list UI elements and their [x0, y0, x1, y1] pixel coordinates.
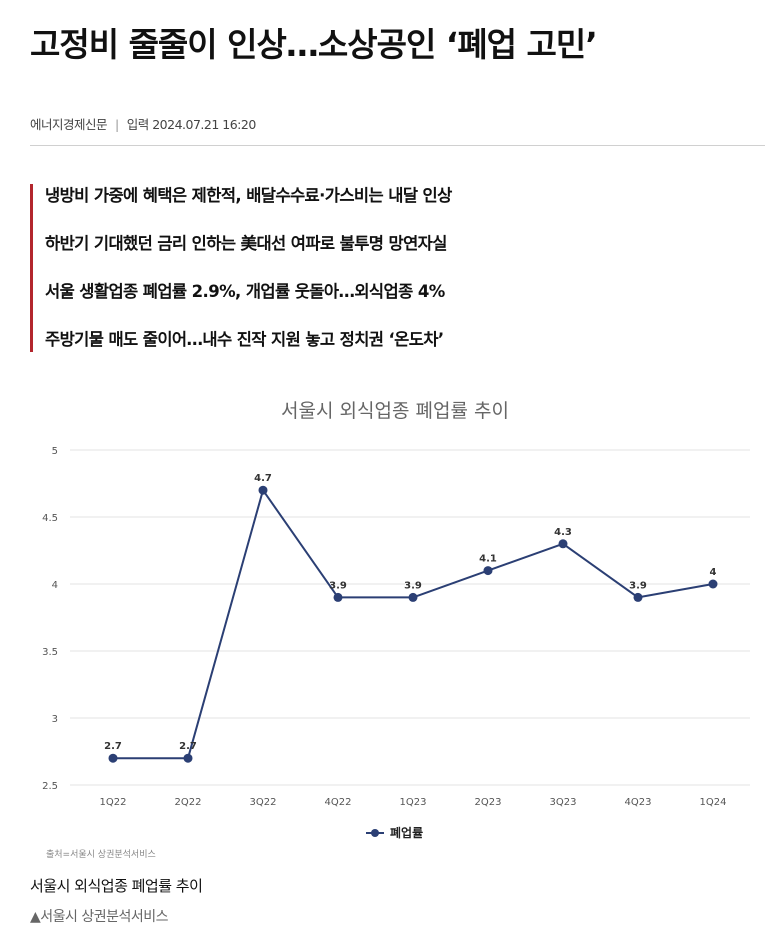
x-tick-label: 4Q22 [325, 797, 352, 808]
data-label: 3.9 [404, 580, 422, 591]
article-meta: 에너지경제신문 | 입력 2024.07.21 16:20 [30, 114, 256, 133]
data-label: 4.3 [554, 527, 572, 538]
data-label: 2.7 [179, 741, 197, 752]
data-label: 3.9 [629, 580, 647, 591]
data-label: 4 [710, 567, 717, 578]
chart-legend: 폐업률 [366, 825, 423, 840]
summary-line: 서울 생활업종 폐업률 2.9%, 개업률 웃돌아…외식업종 4% [45, 282, 445, 301]
y-tick-label: 5 [52, 446, 58, 457]
line-chart: 서울시 외식업종 폐업률 추이 2.5 3 3.5 4 4.5 5 1Q22 2Q22 3Q2… [42, 400, 750, 860]
data-point [408, 592, 418, 602]
summary-line: 냉방비 가중에 혜택은 제한적, 배달수수료·가스비는 내달 인상 [45, 186, 452, 205]
x-tick-label: 1Q23 [400, 797, 427, 808]
chart-source-note: 출처=서울시 상권분석서비스 [46, 848, 156, 860]
chart-title: 서울시 외식업종 폐업률 추이 [281, 400, 509, 422]
figure-caption: 서울시 외식업종 폐업률 추이 [30, 877, 203, 895]
y-tick-label: 4.5 [42, 513, 58, 524]
article-date: 입력 2024.07.21 16:20 [126, 117, 257, 132]
y-tick-label: 2.5 [42, 781, 58, 792]
data-point [108, 753, 118, 763]
data-point [558, 539, 568, 549]
x-tick-label: 2Q22 [175, 797, 202, 808]
data-point [483, 566, 493, 576]
data-point [708, 579, 718, 589]
x-tick-label: 4Q23 [625, 797, 652, 808]
data-point [183, 753, 193, 763]
y-tick-label: 3 [52, 714, 58, 725]
chart-figure: 서울시 외식업종 폐업률 추이 2.5 3 3.5 4 4.5 5 1Q22 2Q22 3Q2… [30, 390, 765, 860]
data-point [333, 592, 343, 602]
article-source[interactable]: 에너지경제신문 [30, 117, 108, 132]
y-tick-label: 3.5 [42, 647, 58, 658]
x-tick-label: 1Q24 [700, 797, 727, 808]
figure-credit: ▲서울시 상권분석서비스 [30, 909, 169, 925]
data-point [258, 485, 268, 495]
x-tick-label: 2Q23 [475, 797, 502, 808]
x-tick-label: 3Q23 [550, 797, 577, 808]
x-tick-label: 3Q22 [250, 797, 277, 808]
data-label: 2.7 [104, 741, 122, 752]
data-label: 4.1 [479, 554, 497, 565]
data-point [633, 592, 643, 602]
summary-line: 주방기물 매도 줄이어…내수 진작 지원 놓고 정치권 ‘온도차’ [45, 330, 444, 349]
legend-label: 폐업률 [390, 825, 423, 840]
summary-line: 하반기 기대했던 금리 인하는 美대선 여파로 불투명 망연자실 [45, 234, 447, 253]
article-summary: 냉방비 가중에 혜택은 제한적, 배달수수료·가스비는 내달 인상 하반기 기대… [30, 184, 730, 352]
article-headline: 고정비 줄줄이 인상…소상공인 ‘폐업 고민’ [30, 25, 598, 64]
data-label: 4.7 [254, 473, 272, 484]
legend-marker [371, 829, 379, 837]
x-tick-label: 1Q22 [100, 797, 127, 808]
meta-divider: | [115, 117, 119, 132]
y-tick-label: 4 [52, 580, 58, 591]
header-divider [30, 145, 765, 146]
data-label: 3.9 [329, 580, 347, 591]
